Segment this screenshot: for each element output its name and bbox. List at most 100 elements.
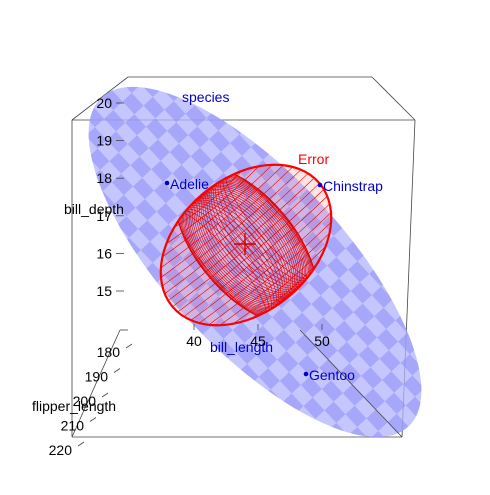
facet xyxy=(319,359,341,381)
facet xyxy=(342,384,364,406)
point-marker xyxy=(303,371,309,377)
facet xyxy=(298,189,320,211)
facet xyxy=(290,291,312,313)
facet xyxy=(156,203,178,225)
facet xyxy=(350,448,372,470)
parallel xyxy=(166,166,259,245)
facet xyxy=(164,266,186,289)
z-tick xyxy=(77,441,85,447)
parallel xyxy=(233,245,326,324)
frame-edge xyxy=(371,76,416,121)
facet xyxy=(167,288,189,310)
facet xyxy=(104,110,126,132)
facet xyxy=(248,283,270,305)
facet xyxy=(67,144,89,166)
facet xyxy=(138,220,160,242)
facet xyxy=(161,245,183,267)
z-tick xyxy=(101,392,109,398)
facet xyxy=(85,127,107,149)
facet xyxy=(143,97,165,119)
facet xyxy=(403,375,425,397)
facet xyxy=(321,214,343,236)
x-axis-label: bill_length xyxy=(210,339,273,355)
facet xyxy=(109,152,131,174)
facet xyxy=(64,123,86,145)
facet xyxy=(146,118,168,140)
facet xyxy=(164,101,186,123)
facet xyxy=(350,282,372,304)
facet xyxy=(243,240,265,262)
facet xyxy=(193,168,215,191)
z-axis: flipper_length 180 190 200 210 220 xyxy=(32,343,133,458)
parallel xyxy=(190,203,330,321)
parallel xyxy=(162,164,273,258)
facet xyxy=(48,161,70,183)
facet xyxy=(211,317,233,339)
parallel xyxy=(177,189,325,313)
facet xyxy=(240,219,262,241)
y-tick-label: 17 xyxy=(96,208,112,224)
facet xyxy=(279,372,301,394)
facet xyxy=(348,261,370,283)
facet xyxy=(332,299,354,321)
x-tick-label: 50 xyxy=(314,333,330,349)
facet xyxy=(138,54,160,76)
facet xyxy=(324,235,346,258)
facet xyxy=(366,409,388,432)
facet xyxy=(130,156,152,178)
point-adelie: Adelie xyxy=(164,176,209,192)
facet xyxy=(185,270,207,293)
y-axis: bill_depth 15 16 17 18 19 20 xyxy=(64,95,124,299)
facet xyxy=(371,286,393,308)
point-marker xyxy=(164,180,170,186)
y-axis-label: bill_depth xyxy=(64,201,124,217)
facet xyxy=(384,392,406,414)
facet xyxy=(127,135,149,157)
facet xyxy=(230,134,252,156)
facet xyxy=(321,380,343,402)
z-tick-label: 210 xyxy=(61,418,85,434)
facet xyxy=(214,338,236,360)
facet xyxy=(185,105,207,127)
z-tick-label: 200 xyxy=(73,393,97,409)
z-tick-label: 190 xyxy=(85,369,109,385)
frame-edge xyxy=(299,329,403,438)
facet xyxy=(387,413,409,436)
facet xyxy=(363,388,385,410)
facet xyxy=(264,244,286,267)
y-tick-label: 20 xyxy=(96,95,112,111)
facet xyxy=(232,155,254,178)
z-tick xyxy=(125,343,133,349)
x-axis: bill_length 40 45 50 xyxy=(186,324,330,355)
facet xyxy=(153,181,175,204)
x-tick-label: 45 xyxy=(250,333,266,349)
z-tick xyxy=(89,417,97,422)
facet xyxy=(295,333,317,356)
frame-edge xyxy=(71,329,121,438)
facet xyxy=(335,320,357,343)
parallel xyxy=(160,166,293,278)
facet xyxy=(421,358,443,380)
facet xyxy=(135,199,157,221)
facet xyxy=(206,109,228,131)
facet xyxy=(188,292,210,314)
facet xyxy=(148,139,170,161)
facet xyxy=(298,355,320,377)
y-tick-label: 18 xyxy=(96,170,112,186)
facet xyxy=(180,62,202,84)
parallel xyxy=(162,169,302,287)
point-label: Gentoo xyxy=(309,367,355,383)
facet xyxy=(279,206,301,228)
facet xyxy=(266,266,288,288)
facet xyxy=(329,444,351,466)
facet xyxy=(285,414,307,436)
facet xyxy=(230,300,252,322)
facet xyxy=(277,185,299,207)
facet xyxy=(117,216,139,238)
x-tick-label: 40 xyxy=(186,333,202,349)
facet xyxy=(209,130,231,152)
z-tick xyxy=(113,368,121,373)
z-tick-label: 180 xyxy=(97,344,121,360)
facet xyxy=(440,341,462,363)
